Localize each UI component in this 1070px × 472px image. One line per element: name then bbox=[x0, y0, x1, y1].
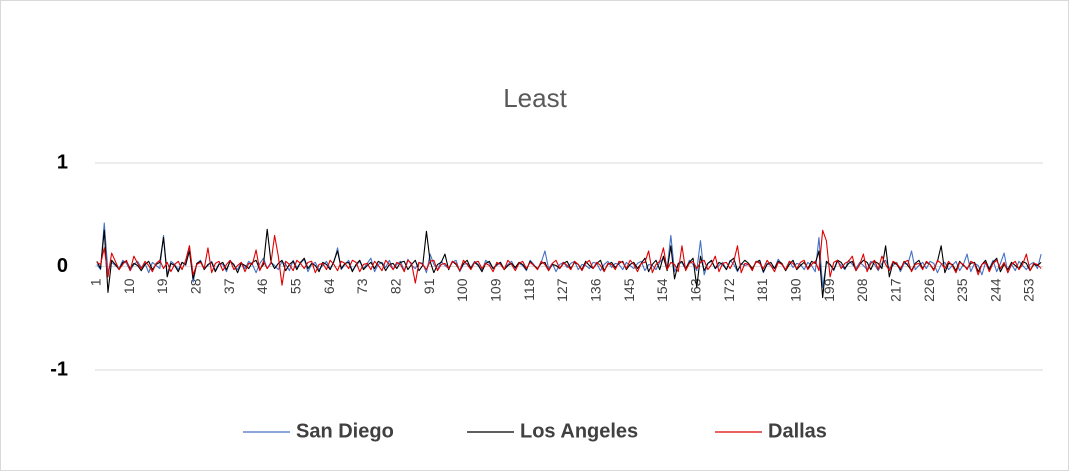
x-tick-label: 109 bbox=[487, 278, 503, 302]
x-tick-label: 190 bbox=[787, 278, 803, 302]
series-line bbox=[96, 229, 1042, 286]
x-tick-label: 199 bbox=[821, 278, 837, 302]
x-tick-label: 10 bbox=[121, 278, 137, 294]
legend-label: Dallas bbox=[768, 420, 827, 442]
x-tick-label: 163 bbox=[687, 278, 703, 302]
x-tick-label: 46 bbox=[254, 278, 270, 294]
x-tick-label: 127 bbox=[554, 278, 570, 302]
x-tick-label: 1 bbox=[88, 278, 104, 286]
y-tick-label: 0 bbox=[57, 255, 68, 277]
x-tick-label: 55 bbox=[288, 278, 304, 294]
x-tick-label: 145 bbox=[621, 278, 637, 302]
x-tick-label: 154 bbox=[654, 278, 670, 302]
series-line bbox=[96, 228, 1042, 299]
x-tick-label: 172 bbox=[721, 278, 737, 302]
y-tick-label: 1 bbox=[57, 151, 68, 173]
x-tick-label: 100 bbox=[454, 278, 470, 302]
x-tick-label: 226 bbox=[921, 278, 937, 302]
legend-label: Los Angeles bbox=[520, 420, 638, 442]
x-tick-label: 64 bbox=[321, 278, 337, 294]
x-tick-label: 19 bbox=[154, 278, 170, 294]
x-tick-label: 208 bbox=[854, 278, 870, 302]
x-tick-label: 73 bbox=[354, 278, 370, 294]
x-tick-label: 91 bbox=[421, 278, 437, 294]
x-tick-label: 28 bbox=[188, 278, 204, 294]
chart-title: Least bbox=[503, 83, 567, 113]
x-tick-label: 181 bbox=[754, 278, 770, 302]
x-tick-label: 136 bbox=[587, 278, 603, 302]
x-tick-label: 37 bbox=[221, 278, 237, 294]
x-tick-label: 244 bbox=[987, 278, 1003, 302]
x-tick-label: 235 bbox=[954, 278, 970, 302]
x-tick-label: 217 bbox=[887, 278, 903, 302]
x-tick-label: 82 bbox=[388, 278, 404, 294]
legend-label: San Diego bbox=[296, 420, 394, 442]
x-tick-label: 253 bbox=[1021, 278, 1037, 302]
x-tick-label: 118 bbox=[521, 278, 537, 301]
y-tick-label: -1 bbox=[50, 358, 68, 380]
